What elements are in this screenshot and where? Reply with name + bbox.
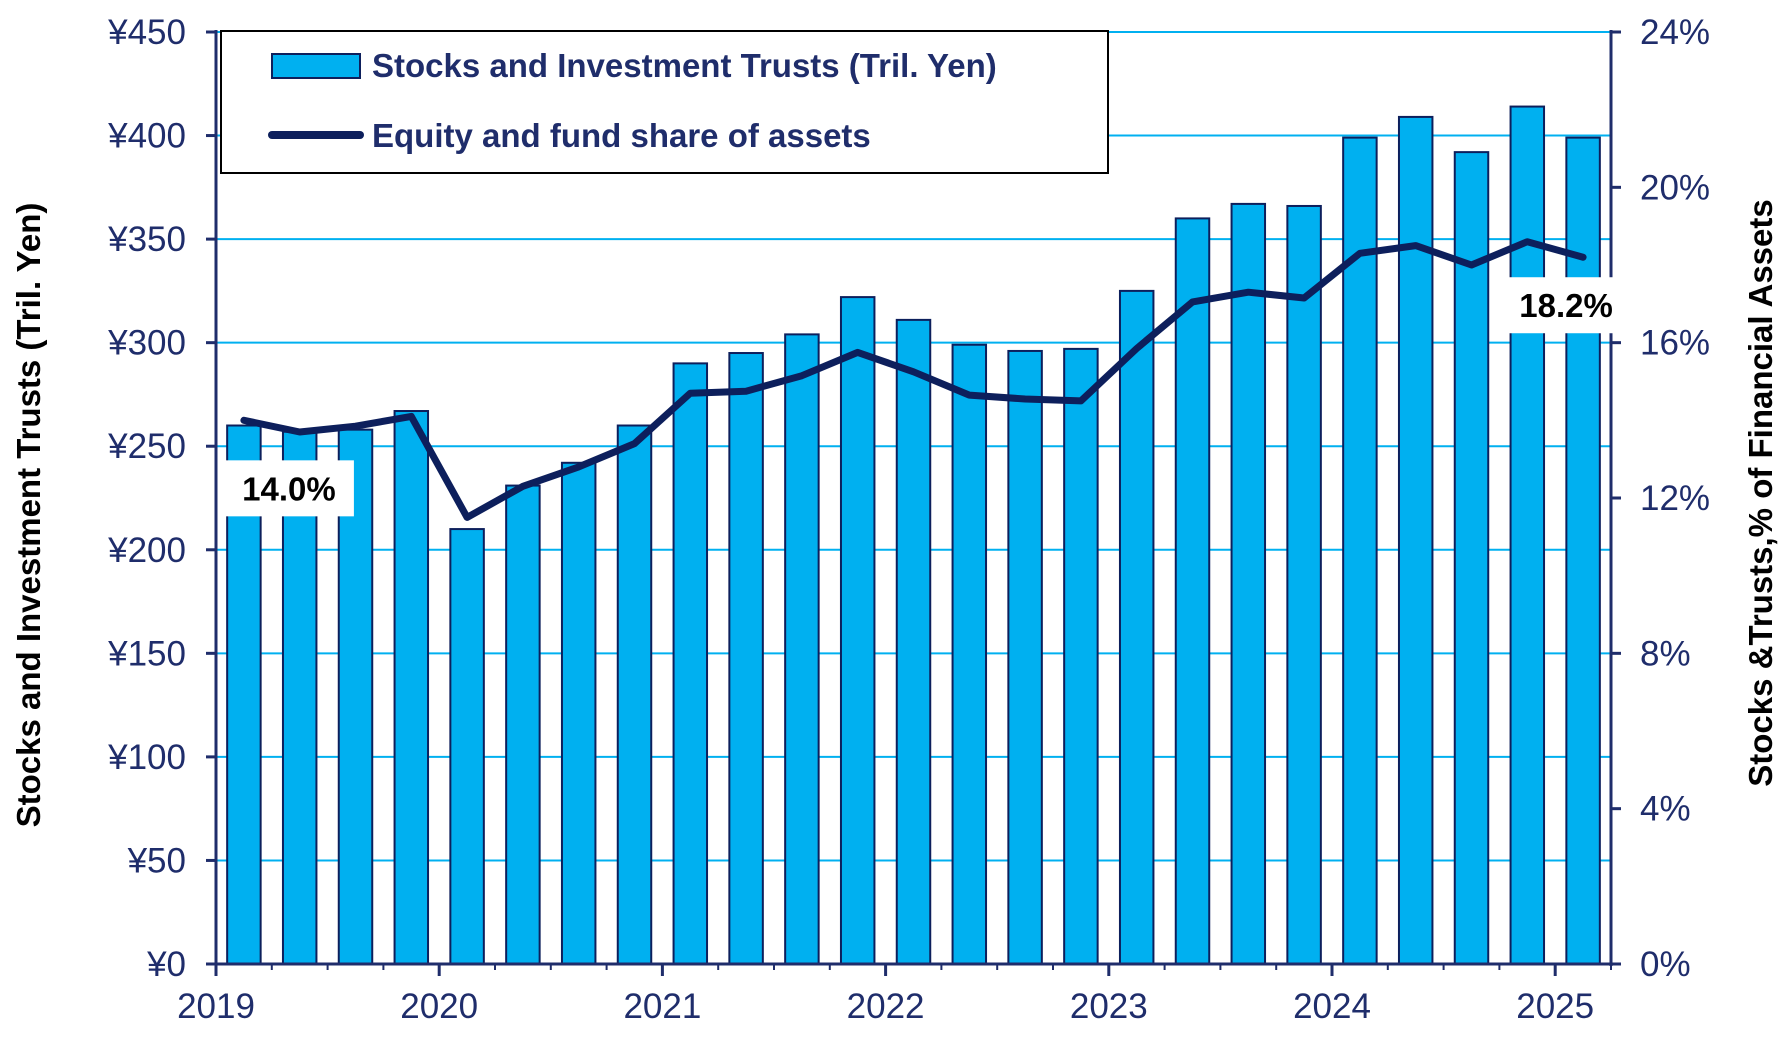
bar: [1286, 204, 1322, 965]
bar: [616, 424, 653, 965]
line-point: [1582, 256, 1585, 259]
bar: [393, 410, 430, 966]
bar: [505, 484, 541, 965]
x-tick-label: 2020: [400, 987, 478, 1026]
left-axis-title: Stocks and Investment Trusts (Tril. Yen): [10, 203, 47, 828]
left-tick-label: ¥350: [107, 220, 186, 259]
bar: [560, 461, 597, 965]
x-tick-label: 2019: [177, 987, 255, 1026]
line-point: [1470, 264, 1473, 266]
line-point: [968, 394, 971, 397]
line-point: [577, 465, 580, 468]
line-point: [354, 425, 357, 428]
callout-box: [223, 460, 354, 517]
right-axis-title: Stocks &Trusts,% of Financial Assets: [1742, 199, 1779, 786]
line-point: [1024, 397, 1027, 400]
line-point: [1303, 297, 1306, 300]
bar: [1230, 202, 1267, 965]
bar: [1118, 289, 1155, 965]
line-point: [298, 430, 301, 433]
right-tick-label: 12%: [1640, 479, 1710, 518]
line-point: [242, 419, 245, 422]
bar: [1063, 347, 1099, 965]
left-tick-label: ¥200: [107, 531, 186, 570]
line-point: [856, 351, 859, 354]
line-point: [1135, 347, 1138, 350]
left-tick-label: ¥50: [127, 841, 186, 880]
bar: [784, 333, 820, 966]
right-tick-label: 4%: [1640, 790, 1691, 829]
bar: [449, 528, 485, 965]
right-tick-label: 0%: [1640, 945, 1691, 984]
x-tick-label: 2023: [1070, 987, 1148, 1026]
legend-bar-swatch: [271, 53, 361, 79]
bar: [839, 296, 876, 965]
bar: [1174, 217, 1211, 965]
left-tick-label: ¥400: [107, 117, 186, 156]
bar: [728, 352, 764, 965]
left-tick-label: ¥450: [107, 13, 186, 52]
right-tick-label: 20%: [1640, 168, 1710, 207]
left-tick-label: ¥100: [107, 738, 186, 777]
x-tick-label: 2021: [623, 987, 701, 1026]
left-tick-label: ¥300: [107, 324, 186, 363]
legend: Stocks and Investment Trusts (Tril. Yen)…: [220, 30, 1109, 174]
legend-line-label: Equity and fund share of assets: [372, 117, 871, 154]
callout-label: 14.0%: [242, 470, 336, 507]
line-point: [800, 374, 803, 377]
right-tick-label: 16%: [1640, 324, 1710, 363]
line-point: [466, 516, 469, 519]
line-point: [1414, 244, 1417, 247]
bar: [951, 343, 988, 965]
bar: [895, 318, 932, 965]
line-point: [633, 442, 636, 445]
callout-label: 18.2%: [1519, 287, 1613, 324]
line-point: [912, 370, 915, 373]
left-tick-label: ¥150: [107, 634, 186, 673]
bar: [672, 362, 709, 965]
callouts: 14.0% 18.2%: [223, 277, 1632, 517]
bar: [1565, 136, 1601, 966]
right-tick-label: 24%: [1640, 13, 1710, 52]
line-series: [240, 238, 1587, 521]
left-tick-label: ¥250: [107, 427, 186, 466]
bar: [1453, 151, 1490, 965]
line-point: [745, 390, 748, 393]
bar: [1509, 105, 1546, 965]
line-point: [1191, 300, 1194, 303]
x-tick-label: 2024: [1293, 987, 1371, 1026]
line-point: [1079, 399, 1082, 402]
line-point: [1358, 252, 1361, 255]
line-point: [410, 415, 413, 418]
line-point: [1247, 291, 1250, 294]
callout-box: [1501, 277, 1632, 334]
line-point: [689, 392, 692, 395]
legend-bar-label: Stocks and Investment Trusts (Tril. Yen): [372, 47, 997, 84]
line-point: [1526, 240, 1529, 243]
x-tick-label: 2025: [1516, 987, 1594, 1026]
left-tick-label: ¥0: [146, 945, 186, 984]
bar: [1007, 349, 1043, 965]
legend-box: [220, 30, 1109, 174]
right-tick-label: 8%: [1640, 634, 1691, 673]
bar-series: [226, 105, 1601, 966]
line-point: [521, 485, 524, 488]
axes: ¥0 ¥50 ¥100 ¥150 ¥200 ¥250 ¥300 ¥350 ¥400 ¥450 0% 4…: [107, 13, 1710, 1026]
x-tick-label: 2022: [847, 987, 925, 1026]
